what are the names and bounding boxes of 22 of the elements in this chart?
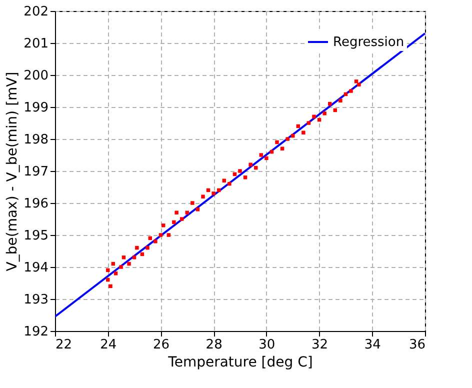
x-tick-label: 28 [206, 338, 222, 352]
y-tick-label: 200 [24, 68, 48, 84]
y-tick-label: 199 [24, 100, 48, 116]
x-tick-label: 24 [100, 338, 117, 352]
y-axis-title: V_be(max) - V_be(min) [mV] [4, 72, 21, 272]
y-tick-label: 192 [24, 324, 48, 340]
y-tick-label: 193 [24, 292, 48, 308]
x-tick-label: 26 [152, 338, 170, 352]
y-tick-label: 195 [24, 228, 48, 244]
y-tick-label: 198 [24, 132, 48, 148]
x-tick-label: 30 [258, 338, 276, 352]
y-tick-label: 202 [24, 4, 48, 20]
legend-label: Regression [333, 35, 404, 50]
y-tick-label: 196 [24, 196, 48, 212]
x-tick-label: 34 [364, 338, 381, 352]
x-tick-label: 22 [56, 338, 72, 352]
x-tick-label: 32 [312, 338, 328, 352]
y-tick-label: 197 [24, 164, 48, 180]
x-tick-label: 36 [408, 338, 426, 352]
y-tick-label: 194 [24, 260, 48, 276]
x-axis-title: Temperature [deg C] [167, 354, 313, 370]
y-tick-label: 201 [24, 36, 48, 52]
